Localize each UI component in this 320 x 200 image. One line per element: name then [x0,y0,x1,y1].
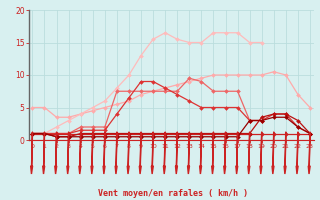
Text: Vent moyen/en rafales ( km/h ): Vent moyen/en rafales ( km/h ) [98,189,248,198]
